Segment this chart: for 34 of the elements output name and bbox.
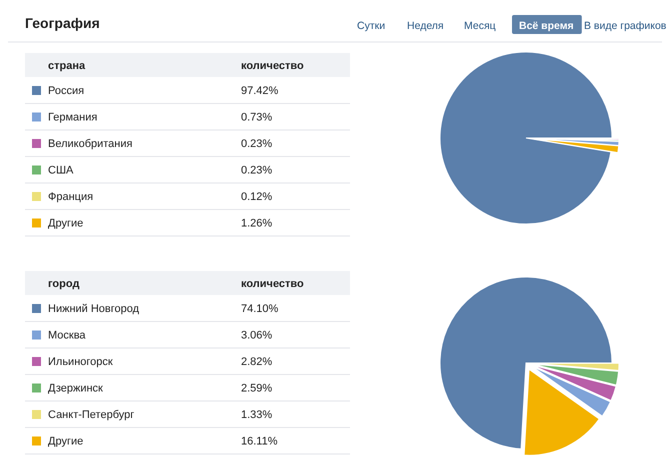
data-label: 0.23% xyxy=(241,138,272,150)
legend-label: Другие xyxy=(48,218,84,230)
data-label: 74.10% xyxy=(241,303,279,315)
legend-label: Франция xyxy=(48,191,94,203)
data-label: 2.59% xyxy=(241,382,272,394)
legend-label: Москва xyxy=(48,330,86,342)
text: Неделя xyxy=(407,20,444,32)
data-label: 1.33% xyxy=(241,409,272,421)
text: Всё время xyxy=(519,20,574,32)
legend-label: Другие xyxy=(48,436,84,448)
data-label: 97.42% xyxy=(241,85,279,97)
text: В виде графиков xyxy=(584,20,667,32)
data-label: 0.12% xyxy=(241,191,272,203)
data-label: 16.11% xyxy=(241,436,278,448)
data-label: 3.06% xyxy=(241,330,272,342)
legend-title: страна xyxy=(48,60,86,72)
data-label: 0.23% xyxy=(241,164,272,176)
legend-label: Санкт-Петербург xyxy=(48,409,134,421)
text: Сутки xyxy=(357,20,386,32)
legend-label: Великобритания xyxy=(48,138,133,150)
text: Месяц xyxy=(464,20,496,32)
data-label: 2.82% xyxy=(241,356,272,368)
chart-title: География xyxy=(25,15,100,31)
legend-label: Германия xyxy=(48,112,98,124)
legend-label: Нижний Новгород xyxy=(48,303,140,315)
text: количество xyxy=(241,60,304,72)
legend-title: город xyxy=(48,278,80,290)
data-label: 0.73% xyxy=(241,112,272,124)
legend-label: Россия xyxy=(48,85,84,97)
legend-label: Ильиногорск xyxy=(48,356,113,368)
legend-label: США xyxy=(48,164,74,176)
data-label: 1.26% xyxy=(241,218,272,230)
text: количество xyxy=(241,278,304,290)
legend-label: Дзержинск xyxy=(48,382,104,394)
